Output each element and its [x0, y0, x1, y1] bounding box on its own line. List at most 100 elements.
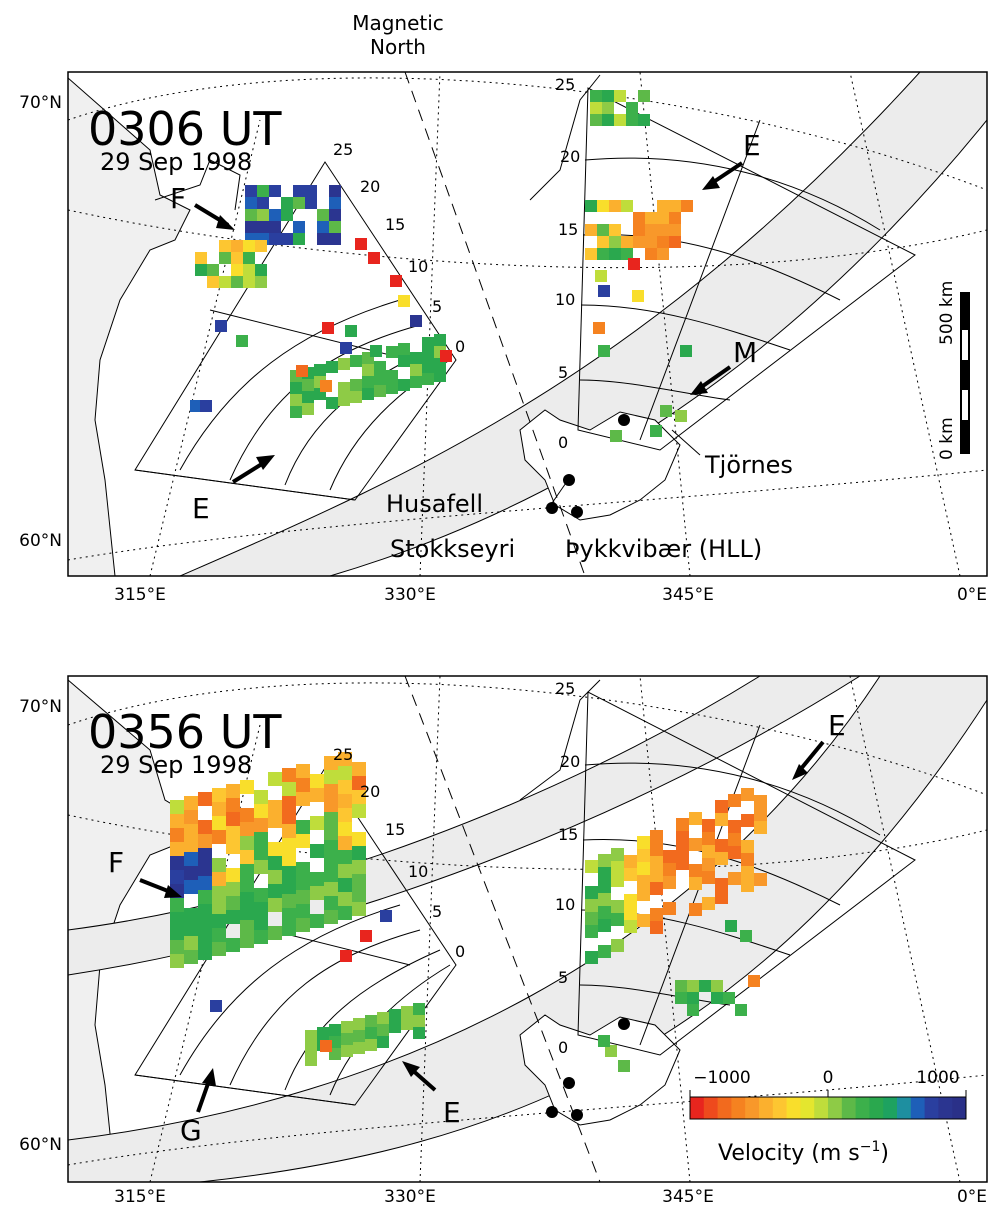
echo-cell [377, 1012, 389, 1024]
echo-cell [675, 980, 687, 992]
echo-cell [593, 322, 605, 334]
scale-bottom-label: 0 km [937, 417, 957, 460]
echo-cell [633, 212, 645, 224]
coastline-east [519, 679, 601, 801]
lon-label-345: 345°E [662, 1187, 714, 1207]
echo-cell [282, 852, 296, 866]
echo-cell [226, 882, 240, 896]
echo-cell [611, 861, 624, 874]
echo-cell [226, 910, 240, 924]
echo-cell [422, 349, 434, 361]
echo-cell [219, 252, 231, 264]
echo-cell [345, 325, 357, 337]
echo-cell [282, 810, 296, 824]
echo-cell [226, 784, 240, 798]
echo-cell [329, 221, 341, 233]
echo-cell [611, 848, 624, 861]
echo-cell [324, 854, 338, 868]
colorbar-segment [897, 1097, 912, 1119]
echo-cell [410, 376, 422, 388]
echo-cell [282, 782, 296, 796]
echo-cell [338, 878, 352, 892]
echo-cell [340, 342, 352, 354]
echo-cell [282, 880, 296, 894]
echo-cell [611, 913, 624, 926]
echo-cell [210, 1000, 222, 1012]
echo-cell [398, 295, 410, 307]
echo-cell [170, 912, 184, 926]
echo-cell [338, 822, 352, 836]
echo-cell [602, 90, 614, 102]
echo-cell [638, 90, 650, 102]
echo-cell [609, 224, 621, 236]
echo-cell [669, 212, 681, 224]
arrow-e-left [231, 460, 267, 484]
echo-cell [305, 1030, 317, 1042]
echo-cell [219, 276, 231, 288]
echo-cell [748, 975, 760, 987]
echo-cell [341, 1033, 353, 1045]
echo-cell [310, 774, 324, 788]
echo-cell [170, 926, 184, 940]
echo-cell [310, 816, 324, 830]
echo-cell [268, 856, 282, 870]
echo-cell [377, 1036, 389, 1048]
echo-cell [170, 898, 184, 912]
echo-cell [184, 880, 198, 894]
echo-cell [621, 248, 633, 260]
echo-cell [633, 224, 645, 236]
lon-line-315 [149, 119, 261, 576]
right-gate-20: 20 [560, 752, 580, 771]
colorbar-segment [690, 1097, 705, 1119]
echo-cell [240, 780, 254, 794]
echo-cell [245, 209, 257, 221]
echo-cell [637, 914, 650, 927]
echo-cell [257, 197, 269, 209]
left-fan-echoes [190, 185, 452, 418]
echo-cell [240, 878, 254, 892]
echo-cell [590, 90, 602, 102]
echo-cell [598, 906, 611, 919]
left-range-gates: 25 20 15 10 5 0 [333, 140, 465, 356]
echo-cell [355, 238, 367, 250]
colorbar-segment [869, 1097, 884, 1119]
colorbar-segment [717, 1097, 732, 1119]
echo-cell [676, 818, 689, 831]
echo-cell [741, 788, 754, 801]
echo-cell [338, 382, 350, 394]
echo-cell [621, 200, 633, 212]
echo-cell [170, 828, 184, 842]
echo-cell [296, 792, 310, 806]
echo-cell [212, 928, 226, 942]
magnetic-north-label-line2: North [370, 35, 426, 59]
echo-cell [350, 355, 362, 367]
echo-cell [269, 233, 281, 245]
echo-cell [340, 950, 352, 962]
right-range-gates: 25 20 15 10 5 0 [555, 679, 580, 1057]
colorbar-segment [772, 1097, 788, 1119]
echo-cell [611, 939, 624, 952]
colorbar-segment [759, 1097, 774, 1119]
echo-cell [240, 836, 254, 850]
colorbar-segment [952, 1097, 967, 1119]
echo-cell [597, 200, 609, 212]
echo-cell [282, 922, 296, 936]
echo-cell [598, 945, 611, 958]
echo-cell [595, 270, 607, 282]
echo-cell [293, 233, 305, 245]
echo-cell [195, 252, 207, 264]
echo-cell [212, 802, 226, 816]
echo-cell [350, 379, 362, 391]
echo-cell [212, 914, 226, 928]
echo-cell [219, 240, 231, 252]
echo-cell [296, 820, 310, 834]
echo-cell [663, 850, 676, 863]
echo-cell [711, 980, 723, 992]
echo-cell [198, 890, 212, 904]
echo-cell [245, 185, 257, 197]
right-gate-5: 5 [558, 363, 568, 382]
echo-cell [702, 845, 715, 858]
echo-cell [324, 868, 338, 882]
echo-cell [585, 224, 597, 236]
echo-cell [226, 812, 240, 826]
